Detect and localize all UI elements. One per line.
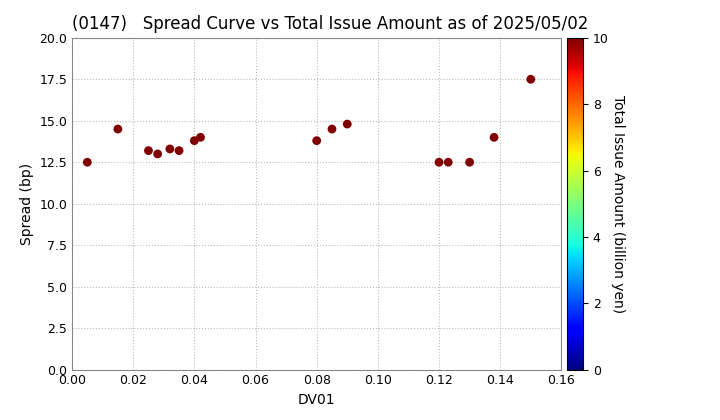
Point — [326, 126, 338, 132]
Point — [152, 150, 163, 157]
Point — [189, 137, 200, 144]
Point — [311, 137, 323, 144]
Point — [194, 134, 206, 141]
Point — [81, 159, 93, 165]
Point — [174, 147, 185, 154]
Text: (0147)   Spread Curve vs Total Issue Amount as of 2025/05/02: (0147) Spread Curve vs Total Issue Amoun… — [72, 16, 588, 34]
Point — [143, 147, 154, 154]
Y-axis label: Spread (bp): Spread (bp) — [19, 163, 34, 245]
Point — [341, 121, 353, 127]
Point — [525, 76, 536, 83]
Point — [464, 159, 475, 165]
Point — [164, 146, 176, 152]
X-axis label: DV01: DV01 — [298, 393, 336, 407]
Point — [112, 126, 124, 132]
Point — [443, 159, 454, 165]
Y-axis label: Total Issue Amount (billion yen): Total Issue Amount (billion yen) — [611, 94, 626, 313]
Point — [433, 159, 445, 165]
Point — [488, 134, 500, 141]
